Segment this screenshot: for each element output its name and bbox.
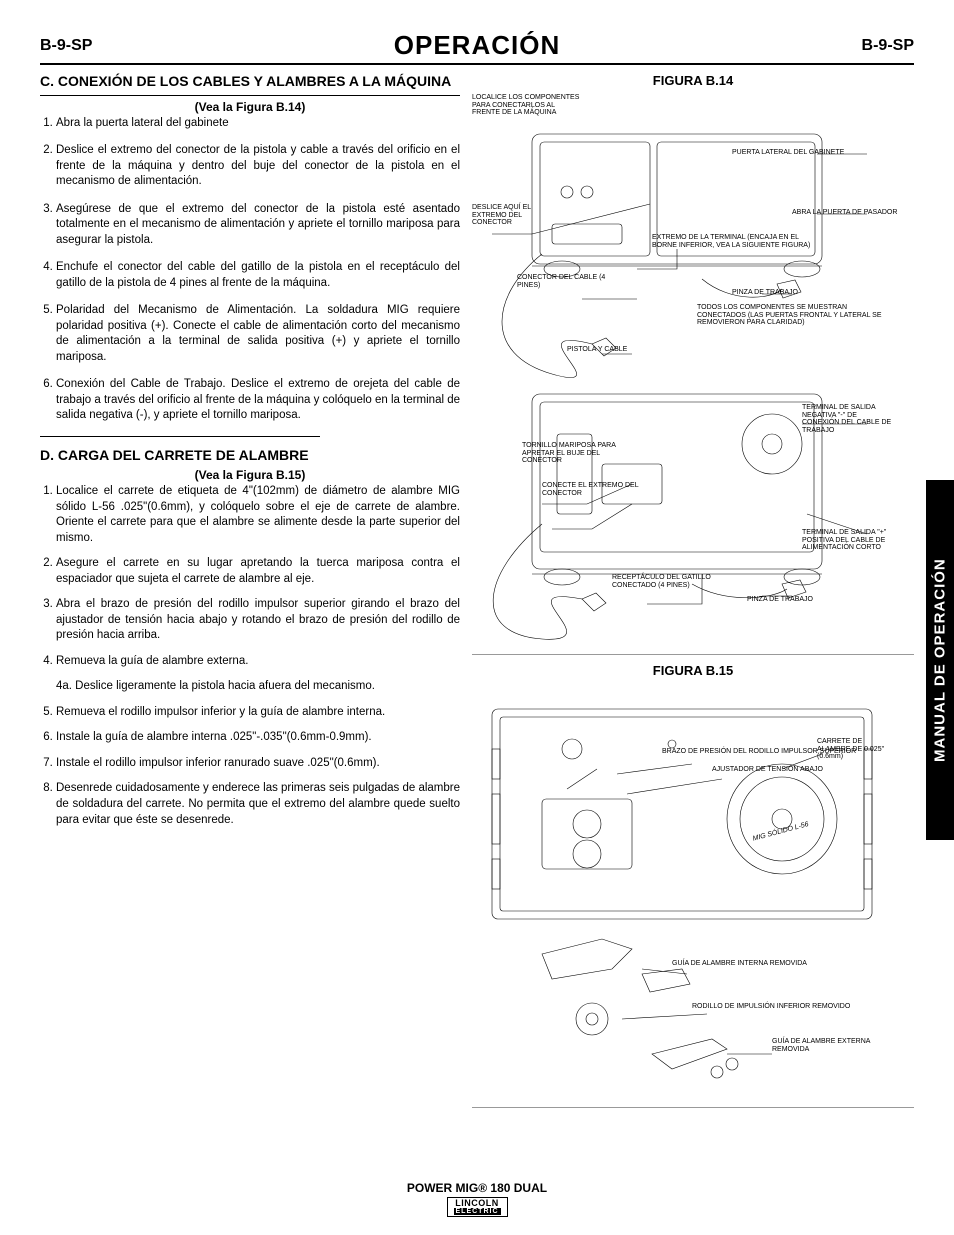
- fig15-label-tension: AJUSTADOR DE TENSIÓN ABAJO: [712, 766, 872, 774]
- fig14-label-allshown: TODOS LOS COMPONENTES SE MUESTRAN CONECT…: [697, 304, 887, 327]
- fig14-label-termext: EXTREMO DE LA TERMINAL (ENCAJA EN EL BOR…: [652, 234, 812, 249]
- step-c5: Polaridad del Mecanismo de Alimentación.…: [56, 303, 460, 365]
- lincoln-logo: LINCOLN ELECTRIC: [447, 1197, 508, 1217]
- fig15-label-lowerroll: RODILLO DE IMPULSIÓN INFERIOR REMOVIDO: [692, 1003, 892, 1011]
- fig14-label-openpin: ABRA LA PUERTA DE PASADOR: [792, 209, 912, 217]
- page-header: B-9-SP OPERACIÓN B-9-SP: [40, 30, 914, 65]
- fig14-label-workclamp2: PINZA DE TRABAJO: [747, 596, 837, 604]
- fig14-label-guncable: PISTOLA Y CABLE: [567, 346, 647, 354]
- step-c2: Deslice el extremo del conector de la pi…: [56, 143, 460, 190]
- section-c-steps: Abra la puerta lateral del gabinete Desl…: [40, 116, 460, 424]
- section-c-subtitle: (Vea la Figura B.14): [40, 100, 460, 114]
- fig14-label-posterm: TERMINAL DE SALIDA "+" POSITIVA DEL CABL…: [802, 529, 892, 552]
- fig14-label-connectend: CONECTE EL EXTREMO DEL CONECTOR: [542, 482, 642, 497]
- fig14-label-slide: DESLICE AQUÍ EL EXTREMO DEL CONECTOR: [472, 204, 542, 227]
- fig15-label-innerguide: GUÍA DE ALAMBRE INTERNA REMOVIDA: [672, 960, 852, 968]
- step-d4a: 4a. Deslice ligeramente la pistola hacia…: [56, 679, 460, 695]
- step-d2: Asegure el carrete en su lugar apretando…: [56, 556, 460, 587]
- step-d6: Instale la guía de alambre interna .025"…: [56, 730, 460, 746]
- fig14-label-trigger: RECEPTÁCULO DEL GATILLO CONECTADO (4 PIN…: [612, 574, 742, 589]
- logo-bot: ELECTRIC: [454, 1208, 501, 1215]
- fig14-label-negterm: TERMINAL DE SALIDA NEGATIVA "-" DE CONEX…: [802, 404, 892, 435]
- page-footer: POWER MIG® 180 DUAL LINCOLN ELECTRIC: [0, 1181, 954, 1217]
- step-d8: Desenrede cuidadosamente y enderece las …: [56, 781, 460, 828]
- section-divider: [40, 436, 320, 437]
- fig14-label-locate: LOCALICE LOS COMPONENTES PARA CONECTARLO…: [472, 94, 582, 117]
- content-columns: C. CONEXIÓN DE LOS CABLES Y ALAMBRES A L…: [40, 73, 914, 1108]
- section-d-title: D. CARGA DEL CARRETE DE ALAMBRE: [40, 447, 460, 465]
- footer-product: POWER MIG® 180 DUAL: [0, 1181, 954, 1195]
- side-tab: MANUAL DE OPERACIÓN: [926, 480, 954, 840]
- fig14-label-cableconn: CONECTOR DEL CABLE (4 PINES): [517, 274, 607, 289]
- figure15: BRAZO DE PRESIÓN DEL RODILLO IMPULSOR SU…: [472, 688, 914, 1108]
- step-d4: Remueva la guía de alambre externa.: [56, 654, 460, 670]
- fig14-label-sidedoor: PUERTA LATERAL DEL GABINETE: [732, 149, 882, 157]
- step-d7: Instale el rodillo impulsor inferior ran…: [56, 756, 460, 772]
- header-center: OPERACIÓN: [394, 30, 560, 61]
- step-d5: Remueva el rodillo impulsor inferior y l…: [56, 705, 460, 721]
- step-c1: Abra la puerta lateral del gabinete: [56, 116, 460, 132]
- figure14-title: FIGURA B.14: [472, 73, 914, 88]
- header-left: B-9-SP: [40, 37, 92, 55]
- section-d-steps: Localice el carrete de etiqueta de 4"(10…: [40, 484, 460, 669]
- fig14-label-workclamp: PINZA DE TRABAJO: [732, 289, 822, 297]
- figure14-svg: [472, 94, 892, 654]
- figure14: LOCALICE LOS COMPONENTES PARA CONECTARLO…: [472, 94, 914, 654]
- left-column: C. CONEXIÓN DE LOS CABLES Y ALAMBRES A L…: [40, 73, 460, 1108]
- section-d-subtitle: (Vea la Figura B.15): [40, 468, 460, 482]
- fig15-label-outerguide: GUÍA DE ALAMBRE EXTERNA REMOVIDA: [772, 1038, 882, 1053]
- figure15-wrap: FIGURA B.15: [472, 654, 914, 1108]
- step-d1: Localice el carrete de etiqueta de 4"(10…: [56, 484, 460, 546]
- section-c-title: C. CONEXIÓN DE LOS CABLES Y ALAMBRES A L…: [40, 73, 460, 96]
- step-c4: Enchufe el conector del cable del gatill…: [56, 260, 460, 291]
- section-d-steps-cont: Remueva el rodillo impulsor inferior y l…: [40, 705, 460, 828]
- figure15-title: FIGURA B.15: [472, 663, 914, 678]
- fig14-label-thumb: TORNILLO MARIPOSA PARA APRETAR EL BUJE D…: [522, 442, 622, 465]
- fig15-label-spool: CARRETE DE ALAMBRE DE 0.025" (0.6mm): [817, 738, 887, 761]
- step-c6: Conexión del Cable de Trabajo. Deslice e…: [56, 377, 460, 424]
- right-column: FIGURA B.14: [472, 73, 914, 1108]
- header-right: B-9-SP: [862, 37, 914, 55]
- logo-top: LINCOLN: [455, 1198, 499, 1208]
- step-c3: Asegúrese de que el extremo del conector…: [56, 202, 460, 249]
- step-d3: Abra el brazo de presión del rodillo imp…: [56, 597, 460, 644]
